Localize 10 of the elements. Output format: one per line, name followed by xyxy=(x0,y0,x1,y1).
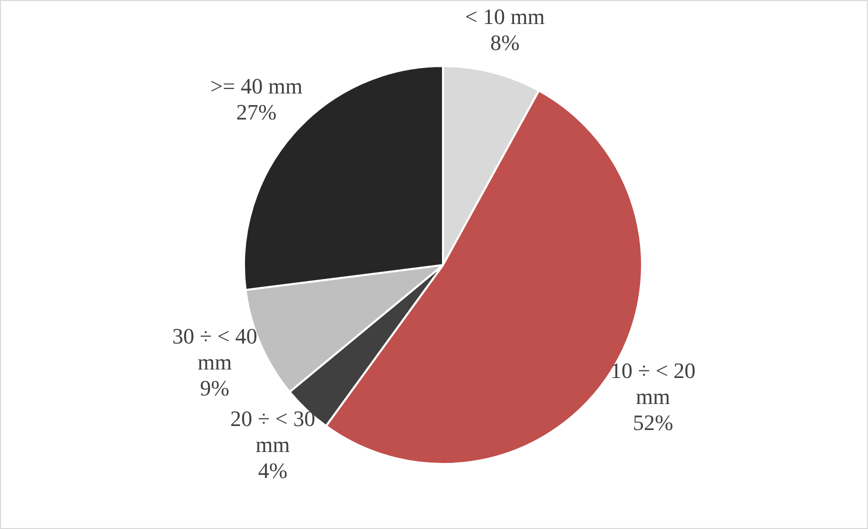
data-label: 52% xyxy=(632,410,674,436)
slice-label: 30 ÷ < 40 mm xyxy=(172,324,258,375)
data-label: 27% xyxy=(236,99,277,124)
data-label: 8% xyxy=(490,30,520,55)
slice-label: 10 ÷ < 20 mm xyxy=(610,358,696,410)
data-label: 9% xyxy=(200,376,230,401)
data-label: 4% xyxy=(258,458,288,484)
slice-label: < 10 mm xyxy=(465,4,545,29)
slice-label: 20 ÷ < 30 mm xyxy=(230,406,316,458)
slice-label: >= 40 mm xyxy=(210,73,302,98)
